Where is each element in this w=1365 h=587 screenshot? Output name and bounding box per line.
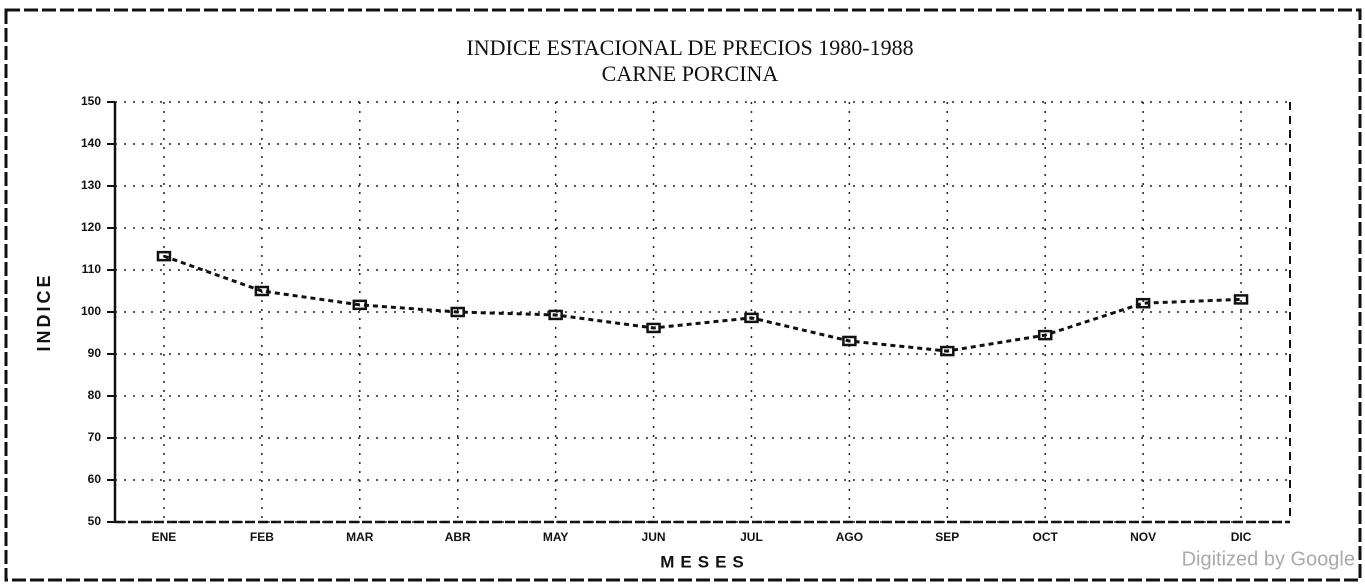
line [163, 254, 1242, 353]
x-tick-label: DIC [1231, 530, 1252, 544]
marker [744, 312, 759, 324]
marker [940, 345, 955, 357]
chart-title: INDICE ESTACIONAL DE PRECIOS 1980-1988 [466, 35, 913, 60]
y-axis-label: INDICE [34, 272, 54, 351]
y-tick-label: 100 [81, 304, 101, 318]
marker [254, 285, 270, 297]
x-axis-label: MESES [660, 552, 750, 571]
marker [1233, 294, 1249, 305]
marker [156, 250, 172, 262]
x-tick-label: NOV [1130, 530, 1156, 544]
y-tick-label: 120 [81, 220, 101, 234]
y-tick-label: 150 [81, 94, 101, 108]
x-tick-label: MAY [543, 530, 569, 544]
y-tick-label: 50 [88, 514, 102, 528]
watermark: Digitized by Google [1182, 548, 1355, 570]
x-tick-label: SEP [935, 530, 959, 544]
y-tick-label: 60 [88, 472, 102, 486]
marker [1037, 329, 1053, 341]
x-tick-label: ABR [445, 530, 471, 544]
x-tick-label: MAR [346, 530, 374, 544]
marker [1135, 297, 1151, 309]
y-tick-label: 70 [88, 430, 102, 444]
y-tick-label: 110 [82, 262, 102, 276]
x-tick-label: ENE [152, 530, 177, 544]
x-tick-label: OCT [1033, 530, 1059, 544]
marker [352, 299, 368, 311]
y-tick-label: 80 [88, 388, 102, 402]
marker [548, 309, 563, 321]
x-tick-label: JUL [740, 530, 763, 544]
marker [842, 335, 857, 347]
chart-subtitle: CARNE PORCINA [602, 61, 779, 86]
marker [450, 306, 465, 318]
y-tick-label: 130 [81, 178, 101, 192]
y-tick-label: 90 [88, 346, 102, 360]
y-tick-label: 140 [81, 136, 101, 150]
x-tick-label: FEB [250, 530, 274, 544]
x-tick-label: AGO [836, 530, 863, 544]
marker [646, 322, 661, 334]
x-tick-label: JUN [642, 530, 666, 544]
frame [4, 8, 1362, 582]
